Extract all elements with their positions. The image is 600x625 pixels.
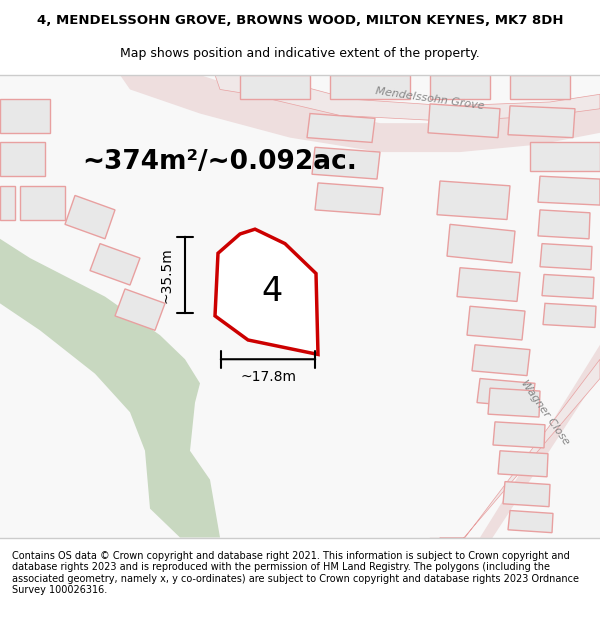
Polygon shape: [215, 229, 318, 354]
Polygon shape: [115, 289, 165, 331]
Polygon shape: [503, 482, 550, 507]
Polygon shape: [538, 176, 600, 205]
Polygon shape: [477, 379, 535, 408]
Polygon shape: [538, 210, 590, 239]
Polygon shape: [120, 75, 600, 152]
Polygon shape: [488, 388, 540, 417]
Polygon shape: [472, 345, 530, 376]
Polygon shape: [498, 451, 548, 477]
Polygon shape: [540, 244, 592, 269]
Polygon shape: [508, 106, 575, 138]
Text: ~35.5m: ~35.5m: [160, 247, 174, 302]
Text: 4, MENDELSSOHN GROVE, BROWNS WOOD, MILTON KEYNES, MK7 8DH: 4, MENDELSSOHN GROVE, BROWNS WOOD, MILTO…: [37, 14, 563, 28]
Polygon shape: [312, 148, 380, 179]
Polygon shape: [0, 142, 45, 176]
Text: ~374m²/~0.092ac.: ~374m²/~0.092ac.: [83, 149, 358, 175]
Text: 4: 4: [262, 275, 283, 308]
Polygon shape: [65, 196, 115, 239]
Polygon shape: [447, 224, 515, 263]
FancyBboxPatch shape: [0, 75, 600, 538]
Text: Wagner Close: Wagner Close: [519, 378, 571, 446]
Polygon shape: [315, 183, 383, 215]
Polygon shape: [0, 75, 220, 538]
Polygon shape: [0, 99, 50, 132]
Polygon shape: [467, 306, 525, 340]
Polygon shape: [240, 75, 310, 99]
Text: ~17.8m: ~17.8m: [240, 369, 296, 384]
Polygon shape: [307, 114, 375, 142]
Text: Contains OS data © Crown copyright and database right 2021. This information is : Contains OS data © Crown copyright and d…: [12, 551, 579, 596]
Polygon shape: [438, 359, 600, 542]
Polygon shape: [330, 75, 410, 99]
Polygon shape: [542, 274, 594, 299]
Polygon shape: [90, 244, 140, 285]
Polygon shape: [493, 422, 545, 448]
Polygon shape: [428, 104, 500, 138]
Polygon shape: [215, 75, 600, 121]
Polygon shape: [508, 511, 553, 532]
Polygon shape: [430, 75, 490, 99]
Text: Map shows position and indicative extent of the property.: Map shows position and indicative extent…: [120, 48, 480, 61]
Polygon shape: [530, 142, 600, 171]
Polygon shape: [20, 186, 65, 219]
Polygon shape: [0, 186, 15, 219]
Polygon shape: [510, 75, 570, 99]
Polygon shape: [437, 181, 510, 219]
Polygon shape: [457, 268, 520, 301]
Text: Mendelssohn Grove: Mendelssohn Grove: [375, 86, 485, 112]
Polygon shape: [415, 345, 600, 557]
Polygon shape: [543, 303, 596, 328]
